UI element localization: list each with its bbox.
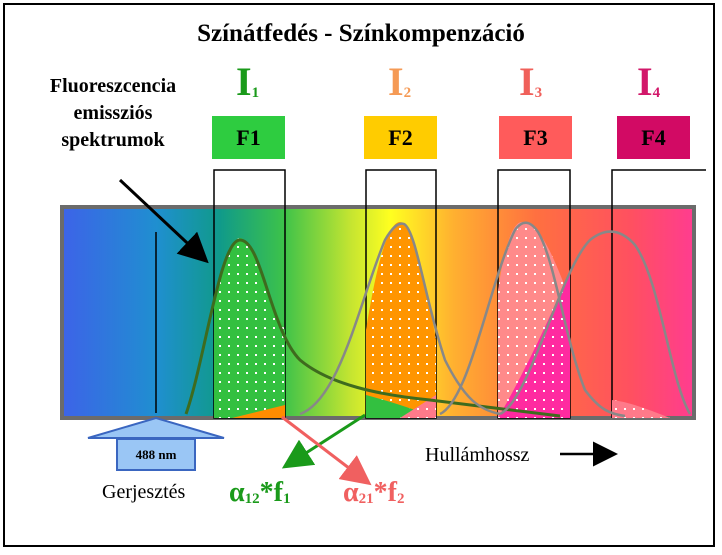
- excitation-wavelength-box: 488 nm: [116, 438, 196, 471]
- filter-box-f3: F3: [499, 116, 572, 159]
- label-pointer-arrow: [118, 178, 209, 264]
- wavelength-axis-label: Hullámhossz: [425, 444, 530, 466]
- fluor-label-line-3: spektrumok: [61, 129, 165, 151]
- alpha12-arrow: [281, 413, 366, 469]
- emission-curve-1: [184, 238, 561, 418]
- fluor-label-line-1: Fluoreszcencia: [49, 75, 177, 97]
- f1-spill-into-f2: [366, 395, 415, 418]
- channel-label-i3: I3: [519, 59, 543, 104]
- channel-label-i2: I2: [388, 59, 412, 104]
- filter-box-f1: F1: [212, 116, 285, 159]
- alpha21-label: α21*f2: [343, 477, 405, 508]
- emission-curve-4: [499, 230, 692, 416]
- channel-label-i1: I1: [236, 59, 260, 104]
- alpha21-arrow: [281, 415, 372, 486]
- fluor-label-line-2: emissziós: [73, 102, 153, 124]
- excitation-caption: Gerjesztés: [102, 481, 186, 503]
- emission-curve-3: [439, 221, 626, 418]
- f2-spill-into-f1: [232, 405, 285, 418]
- excitation-arrow: [87, 416, 225, 439]
- filter-box-f4: F4: [617, 116, 690, 159]
- diagram-title: Színátfedés - Színkompenzáció: [197, 20, 525, 47]
- filter-window-f4: [611, 169, 706, 418]
- alpha12-label: α12*f1: [229, 477, 291, 508]
- channel-label-i4: I4: [637, 59, 661, 104]
- emission-curve-2: [299, 222, 501, 416]
- filter-box-f2: F2: [364, 116, 437, 159]
